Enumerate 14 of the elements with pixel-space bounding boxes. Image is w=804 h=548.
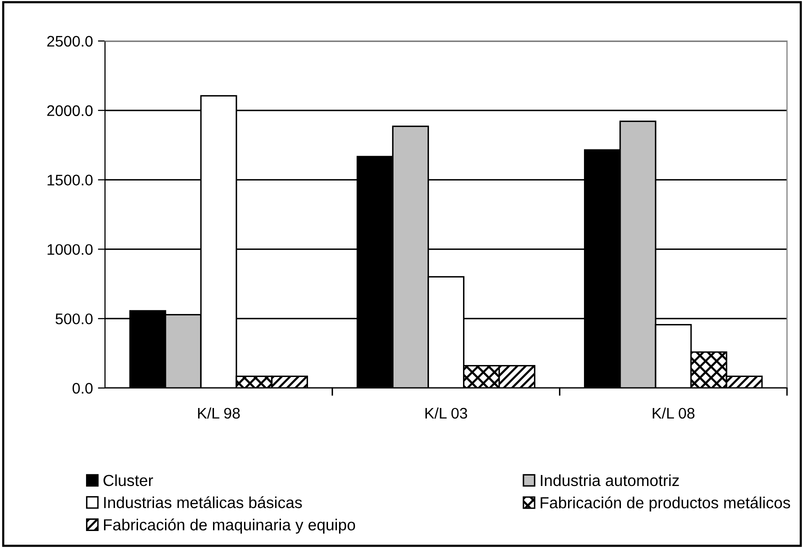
legend-label: Cluster	[104, 474, 154, 486]
x-tick-label: K/L 08	[652, 407, 694, 419]
y-tick-label: 2500.0	[47, 36, 93, 47]
legend-label: Fabricación de maquinaria y equipo	[104, 518, 356, 534]
y-tick-label: 1000.0	[48, 244, 93, 255]
x-tick-label: K/L 03	[425, 407, 468, 419]
legend-label: Industrias metálicas básicas	[104, 496, 302, 508]
legend-label: Fabricación de productos metálicos	[540, 496, 790, 512]
legend-label: Industria automotriz	[540, 474, 679, 486]
y-tick-label: 0.0	[72, 382, 93, 394]
y-tick-label: 1500.0	[48, 174, 93, 186]
y-tick-label: 2000.0	[47, 105, 93, 116]
y-tick-label: 500.0	[56, 313, 93, 324]
x-tick-label: K/L 98	[198, 407, 240, 419]
